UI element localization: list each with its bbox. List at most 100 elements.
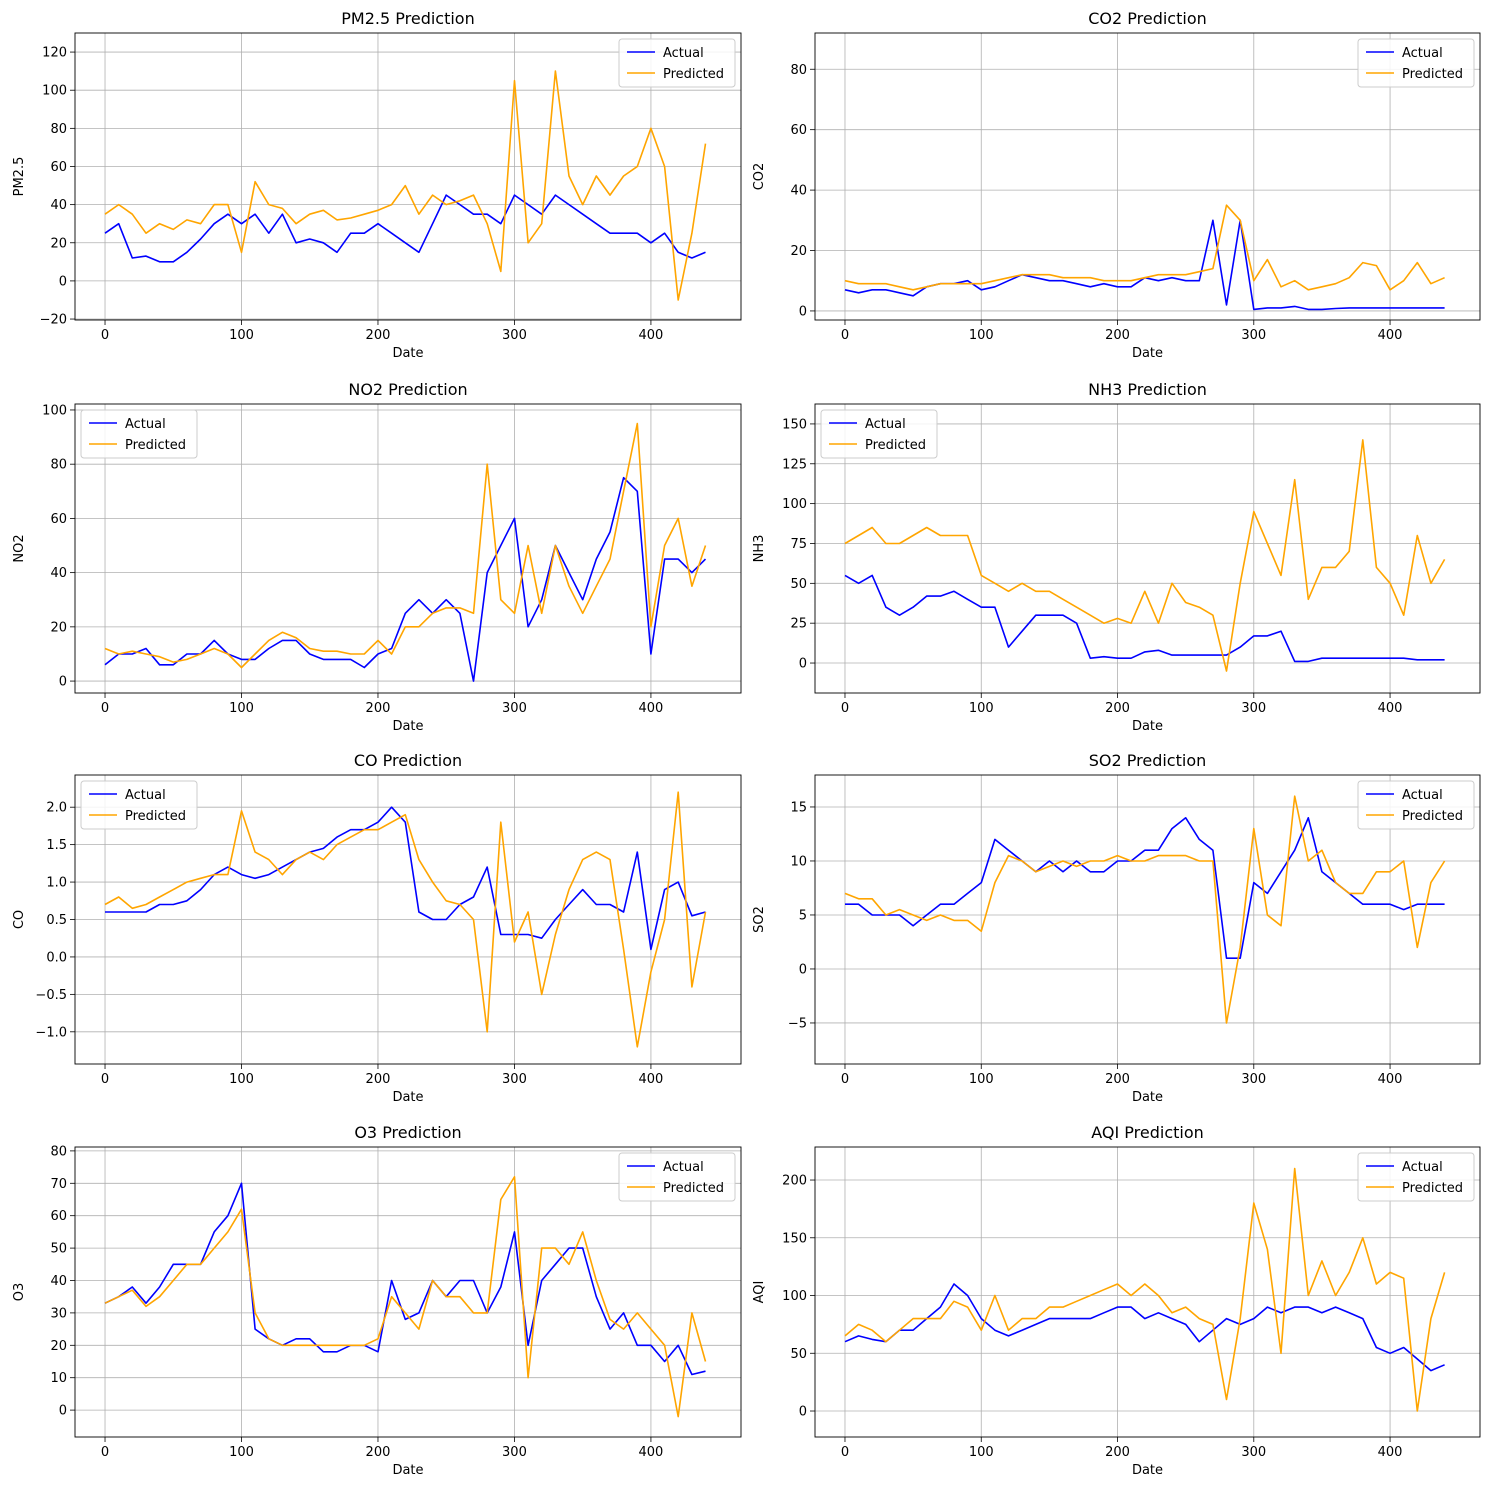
y-tick-label: 50 bbox=[50, 1242, 67, 1257]
series-line-actual bbox=[105, 806, 706, 951]
x-axis-label: Date bbox=[1132, 346, 1163, 361]
axes-frame bbox=[74, 774, 742, 1065]
y-tick-label: 0 bbox=[59, 274, 67, 289]
y-tick-label: 60 bbox=[50, 160, 67, 175]
legend-label-actual: Actual bbox=[663, 1160, 704, 1175]
axes-frame bbox=[74, 1146, 742, 1438]
y-tick-label: 80 bbox=[50, 458, 67, 473]
chart-title: PM2.5 Prediction bbox=[341, 9, 474, 28]
series-line-actual bbox=[104, 194, 706, 263]
y-axis-label: SO2 bbox=[752, 906, 767, 933]
series-line-predicted bbox=[844, 1167, 1446, 1412]
y-tick-label: 120 bbox=[42, 46, 67, 61]
y-tick-label: −20 bbox=[40, 313, 67, 328]
x-tick-label: 100 bbox=[969, 328, 994, 343]
y-tick-label: 50 bbox=[790, 1347, 807, 1362]
series-line-predicted bbox=[104, 1176, 707, 1418]
y-tick-label: 5 bbox=[799, 908, 807, 923]
legend-label-actual: Actual bbox=[1402, 788, 1443, 803]
x-axis-label: Date bbox=[1132, 1090, 1163, 1105]
x-tick-label: 300 bbox=[502, 328, 527, 343]
y-tick-label: 0 bbox=[799, 962, 807, 977]
y-tick-label: 10 bbox=[50, 1371, 67, 1386]
legend: Actual Predicted bbox=[618, 1152, 736, 1202]
legend: Actual Predicted bbox=[1357, 38, 1475, 88]
y-tick-label: 100 bbox=[42, 84, 67, 99]
chart-title: CO2 Prediction bbox=[1088, 9, 1207, 28]
y-tick-label: 20 bbox=[50, 236, 67, 251]
legend-label-actual: Actual bbox=[125, 417, 166, 432]
series-line-actual bbox=[104, 476, 707, 682]
y-axis-label: O3 bbox=[12, 1283, 27, 1302]
y-tick-label: 125 bbox=[782, 457, 807, 472]
legend: Actual Predicted bbox=[820, 409, 938, 459]
x-tick-label: 300 bbox=[1241, 1072, 1266, 1087]
series-line-actual bbox=[845, 817, 1445, 959]
x-tick-label: 200 bbox=[366, 1445, 391, 1460]
axes-frame bbox=[814, 1146, 1481, 1438]
y-tick-label: 2.0 bbox=[46, 801, 67, 816]
y-tick-label: 50 bbox=[790, 577, 807, 592]
subplot-co: 0 100 200 300 400 −1.0 −0.5 0.0 0.5 1.0 1.5 2.0 CO P… bbox=[12, 751, 742, 1105]
y-axis-label: AQI bbox=[752, 1281, 767, 1304]
legend-label-predicted: Predicted bbox=[663, 1181, 724, 1196]
y-tick-label: 40 bbox=[50, 566, 67, 581]
x-axis-label: Date bbox=[392, 346, 423, 361]
y-axis-label: NO2 bbox=[12, 534, 27, 562]
axes-frame bbox=[74, 32, 742, 321]
x-tick-label: 0 bbox=[841, 1445, 849, 1460]
y-tick-label: 0 bbox=[799, 304, 807, 319]
subplot-o3: 0 100 200 300 400 0 10 20 30 40 50 60 70 80 O3 Predict… bbox=[12, 1123, 742, 1478]
subplot-co2: 0 100 200 300 400 0 20 40 60 80 CO2 Prediction Date… bbox=[752, 9, 1481, 361]
x-tick-label: 200 bbox=[1105, 1072, 1130, 1087]
x-tick-label: 200 bbox=[366, 1072, 391, 1087]
x-tick-label: 100 bbox=[229, 1072, 254, 1087]
y-tick-label: 1.0 bbox=[46, 876, 67, 891]
legend-box bbox=[618, 38, 736, 88]
x-tick-label: 300 bbox=[502, 1072, 527, 1087]
chart-title: O3 Prediction bbox=[354, 1123, 461, 1142]
x-tick-label: 0 bbox=[841, 701, 849, 716]
x-tick-label: 300 bbox=[502, 701, 527, 716]
series-line-predicted bbox=[844, 795, 1446, 1024]
legend: Actual Predicted bbox=[618, 38, 736, 88]
x-tick-label: 400 bbox=[639, 701, 664, 716]
y-tick-label: 70 bbox=[50, 1177, 67, 1192]
y-tick-label: 60 bbox=[50, 1209, 67, 1224]
series-line-predicted bbox=[104, 70, 707, 301]
series-line-actual bbox=[844, 219, 1445, 311]
x-tick-label: 200 bbox=[366, 701, 391, 716]
legend-box bbox=[820, 409, 938, 459]
legend-box bbox=[618, 1152, 736, 1202]
x-tick-label: 400 bbox=[639, 328, 664, 343]
y-tick-label: 25 bbox=[790, 617, 807, 632]
series-line-actual bbox=[844, 574, 1445, 663]
y-tick-label: 30 bbox=[50, 1306, 67, 1321]
series-line-predicted bbox=[844, 204, 1445, 291]
y-tick-label: 200 bbox=[782, 1174, 807, 1189]
y-tick-label: 0 bbox=[799, 657, 807, 672]
x-tick-label: 100 bbox=[969, 701, 994, 716]
y-axis-label: NH3 bbox=[752, 535, 767, 563]
x-tick-label: 300 bbox=[1241, 1445, 1266, 1460]
x-tick-label: 100 bbox=[969, 1445, 994, 1460]
x-tick-label: 200 bbox=[366, 328, 391, 343]
series-line-actual bbox=[104, 1182, 706, 1376]
series-line-predicted bbox=[104, 422, 707, 669]
y-tick-label: 100 bbox=[782, 1289, 807, 1304]
y-tick-label: 0.0 bbox=[46, 950, 67, 965]
y-tick-label: 80 bbox=[790, 63, 807, 78]
subplot-so2: 0 100 200 300 400 −5 0 5 10 15 SO2 Prediction Date S… bbox=[752, 751, 1481, 1105]
y-tick-label: 40 bbox=[50, 1274, 67, 1289]
x-tick-label: 400 bbox=[1378, 1072, 1403, 1087]
y-tick-label: −5 bbox=[788, 1016, 807, 1031]
subplot-aqi: 0 100 200 300 400 0 50 100 150 200 AQI Prediction D… bbox=[752, 1123, 1481, 1478]
legend-box bbox=[1357, 1152, 1475, 1202]
y-tick-label: 0.5 bbox=[46, 913, 67, 928]
x-tick-label: 300 bbox=[1241, 328, 1266, 343]
y-tick-label: 20 bbox=[50, 620, 67, 635]
legend-box bbox=[80, 780, 198, 830]
y-tick-label: 20 bbox=[50, 1339, 67, 1354]
x-tick-label: 300 bbox=[1241, 701, 1266, 716]
